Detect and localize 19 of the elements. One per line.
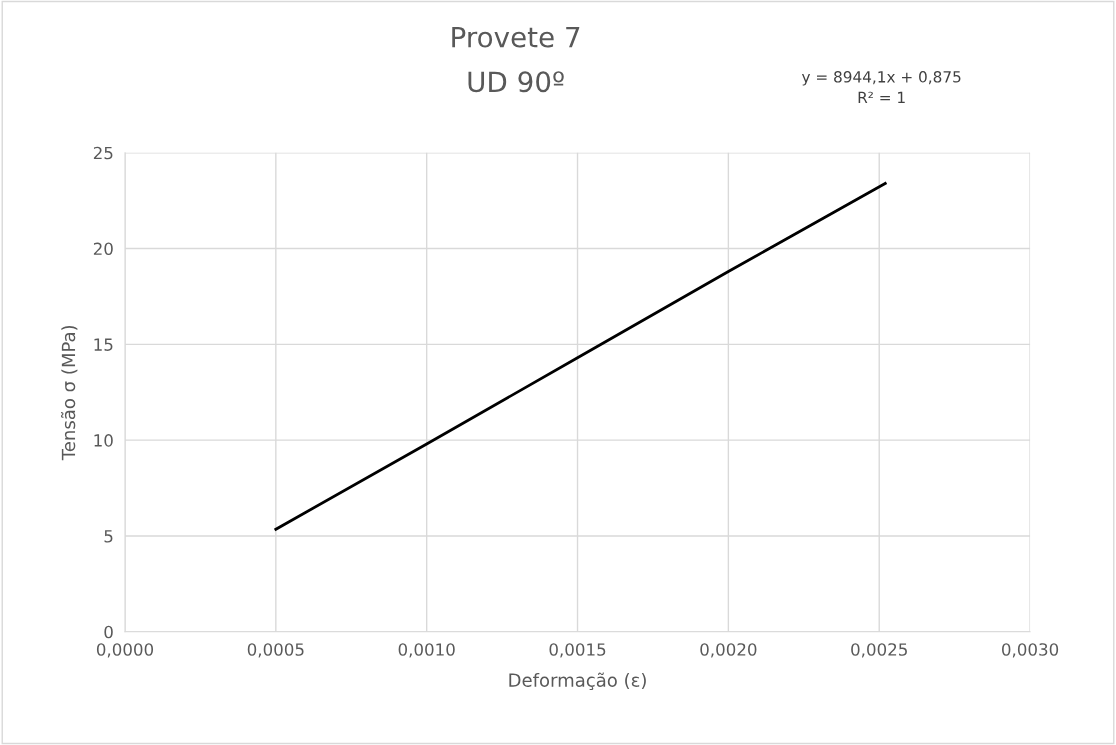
x-axis-title: Deformação (ε) bbox=[509, 672, 646, 691]
chart-subtitle: UD 90º bbox=[468, 71, 564, 93]
y-axis-title: Tensão σ (MPa) bbox=[61, 325, 78, 461]
y-tick-label: 0 bbox=[104, 625, 113, 639]
x-tick-label: 0,0010 bbox=[398, 643, 455, 658]
y-tick-label: 20 bbox=[93, 242, 113, 256]
y-tick-label: 5 bbox=[104, 530, 113, 543]
text: y = 8944,1x + 0,875 R² = 1 bbox=[801, 71, 961, 103]
x-tick-label: 0,0005 bbox=[247, 643, 304, 658]
x-tick-label: 0,0015 bbox=[549, 643, 606, 658]
x-tick-label: 0,0000 bbox=[96, 643, 154, 658]
x-tick-label: 0,0020 bbox=[700, 643, 757, 658]
x-tick-label: 0,0025 bbox=[851, 643, 907, 658]
line-series bbox=[274, 181, 887, 531]
chart-title: Provete 7 bbox=[452, 26, 580, 48]
y-tick-label: 15 bbox=[94, 338, 113, 351]
y-tick-label: 10 bbox=[94, 434, 113, 447]
x-tick-label: 0,0030 bbox=[1002, 643, 1059, 658]
y-tick-label: 25 bbox=[93, 146, 113, 160]
